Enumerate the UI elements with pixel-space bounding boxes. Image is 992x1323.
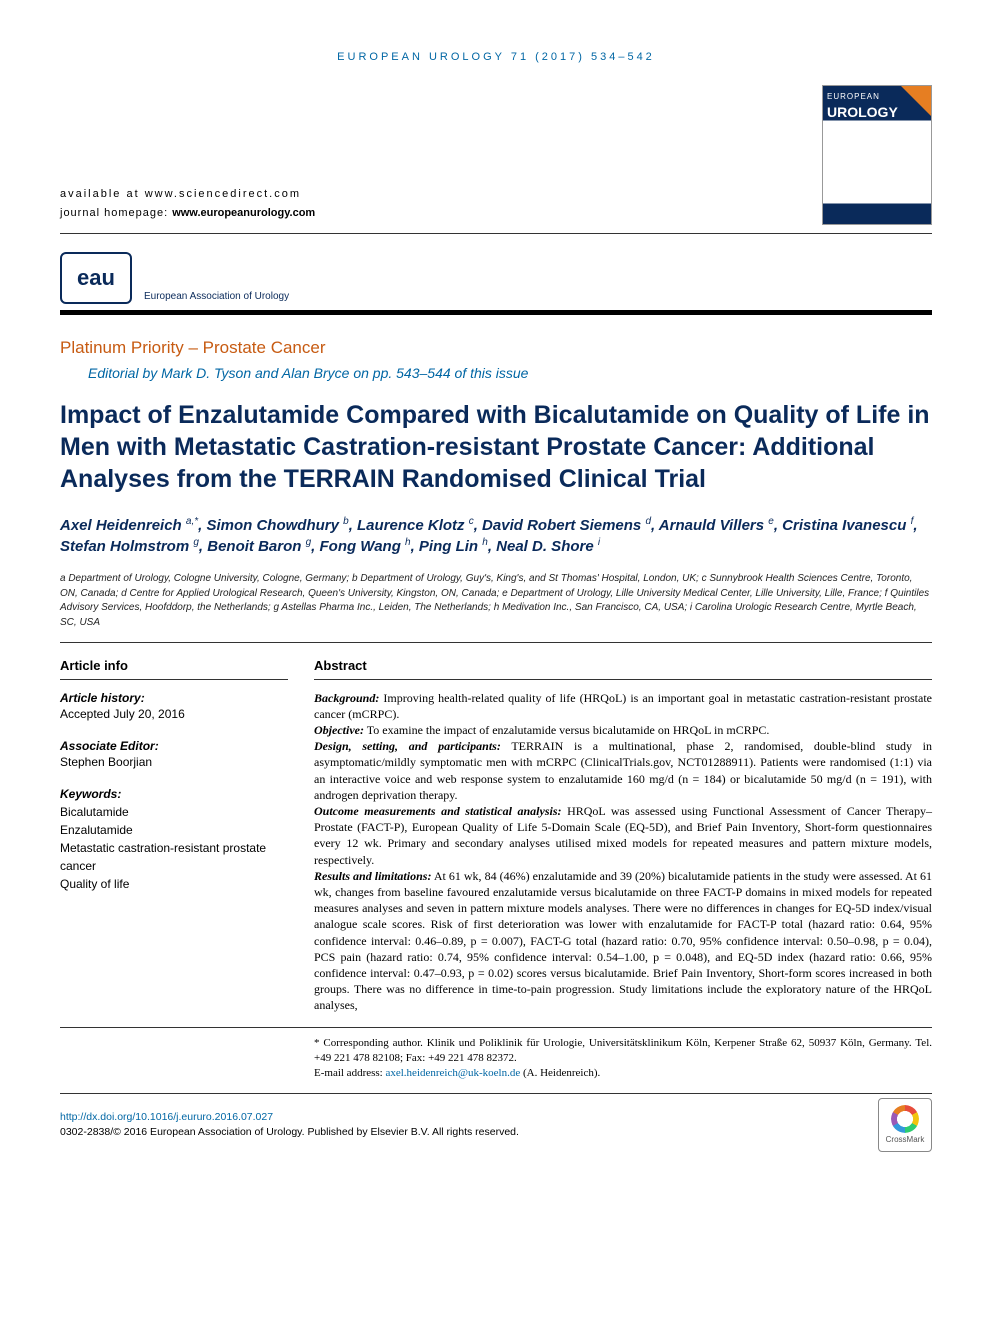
- section-label: Platinum Priority – Prostate Cancer: [60, 337, 932, 360]
- corr-text: * Corresponding author. Klinik und Polik…: [314, 1037, 932, 1064]
- abstract-body: Background: Improving health-related qua…: [314, 690, 932, 1014]
- available-at: available at www.sciencedirect.com: [60, 187, 315, 202]
- abstract-heading: Abstract: [314, 657, 932, 680]
- availability-block: available at www.sciencedirect.com journ…: [60, 187, 315, 225]
- keyword: Bicalutamide: [60, 803, 288, 821]
- cover-badge-icon: [901, 86, 931, 116]
- doi-link[interactable]: http://dx.doi.org/10.1016/j.eururo.2016.…: [60, 1111, 273, 1123]
- eau-logo-icon: eau: [60, 252, 132, 304]
- homepage-prefix: journal homepage:: [60, 207, 168, 219]
- corr-suffix: (A. Heidenreich).: [523, 1067, 600, 1079]
- publisher-logo-row: eau European Association of Urology: [60, 252, 932, 315]
- background-label: Background:: [314, 691, 379, 705]
- abstract-column: Abstract Background: Improving health-re…: [314, 657, 932, 1013]
- corresponding-author: * Corresponding author. Klinik und Polik…: [314, 1028, 932, 1081]
- keywords-label: Keywords:: [60, 786, 288, 802]
- background-text: Improving health-related quality of life…: [314, 691, 932, 721]
- editorial-note: Editorial by Mark D. Tyson and Alan Bryc…: [88, 364, 932, 383]
- keyword: Enzalutamide: [60, 821, 288, 839]
- homepage-url[interactable]: www.europeanurology.com: [172, 207, 315, 219]
- keywords-block: Keywords: Bicalutamide Enzalutamide Meta…: [60, 786, 288, 892]
- objective-text: To examine the impact of enzalutamide ve…: [367, 723, 770, 737]
- article-history: Article history: Accepted July 20, 2016: [60, 690, 288, 722]
- assoc-editor-label: Associate Editor:: [60, 738, 288, 754]
- article-info-heading: Article info: [60, 657, 288, 680]
- crossmark-icon: [891, 1105, 919, 1133]
- page-footer: http://dx.doi.org/10.1016/j.eururo.2016.…: [60, 1093, 932, 1152]
- masthead-bar: available at www.sciencedirect.com journ…: [60, 85, 932, 234]
- affiliations: a Department of Urology, Cologne Univers…: [60, 572, 932, 643]
- design-label: Design, setting, and participants:: [314, 739, 501, 753]
- email-label: E-mail address:: [314, 1067, 383, 1079]
- running-head: EUROPEAN UROLOGY 71 (2017) 534–542: [60, 50, 932, 65]
- history-value: Accepted July 20, 2016: [60, 706, 288, 722]
- journal-homepage: journal homepage: www.europeanurology.co…: [60, 206, 315, 221]
- crossmark-badge[interactable]: CrossMark: [878, 1098, 932, 1152]
- copyright-line: 0302-2838/© 2016 European Association of…: [60, 1126, 519, 1138]
- author-list: Axel Heidenreich a,*, Simon Chowdhury b,…: [60, 515, 932, 559]
- results-label: Results and limitations:: [314, 869, 431, 883]
- outcome-label: Outcome measurements and statistical ana…: [314, 804, 562, 818]
- objective-label: Objective:: [314, 723, 364, 737]
- keyword: Metastatic castration-resistant prostate…: [60, 839, 288, 875]
- keyword: Quality of life: [60, 875, 288, 893]
- corr-email-link[interactable]: axel.heidenreich@uk-koeln.de: [385, 1067, 520, 1079]
- results-text: At 61 wk, 84 (46%) enzalutamide and 39 (…: [314, 869, 932, 1013]
- journal-cover-thumbnail: EUROPEAN UROLOGY: [822, 85, 932, 225]
- article-title: Impact of Enzalutamide Compared with Bic…: [60, 399, 932, 495]
- crossmark-label: CrossMark: [886, 1135, 925, 1146]
- article-info-column: Article info Article history: Accepted J…: [60, 657, 288, 1013]
- eau-logo-text: European Association of Urology: [144, 290, 289, 304]
- associate-editor: Associate Editor: Stephen Boorjian: [60, 738, 288, 770]
- assoc-editor-value: Stephen Boorjian: [60, 754, 288, 770]
- history-label: Article history:: [60, 690, 288, 706]
